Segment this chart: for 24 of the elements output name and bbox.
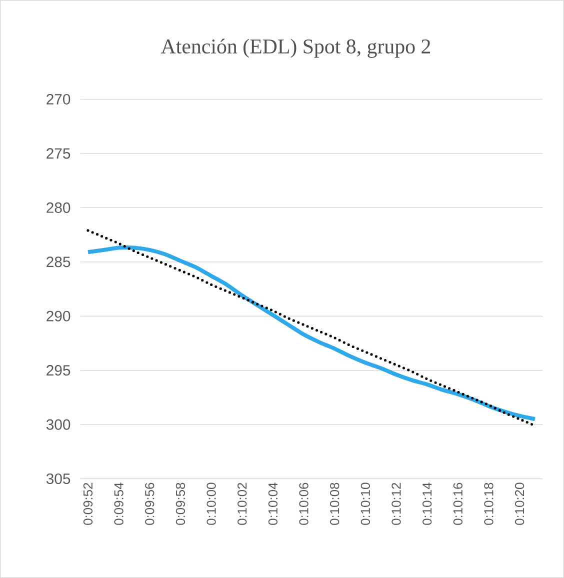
- x-tick-label: 0:10:08: [330, 482, 340, 525]
- y-tick-label: 280: [46, 202, 70, 213]
- y-tick-label: 295: [46, 365, 70, 376]
- y-tick-label: 270: [46, 94, 70, 105]
- y-tick-label: 305: [46, 473, 70, 484]
- y-tick-label: 300: [46, 419, 70, 430]
- x-tick-label: 0:09:54: [114, 482, 124, 525]
- x-tick-label: 0:10:20: [514, 482, 524, 525]
- y-tick-label: 290: [46, 310, 70, 322]
- x-tick-label: 0:10:10: [360, 482, 370, 525]
- x-tick-label: 0:10:16: [453, 482, 462, 525]
- x-tick-label: 0:10:00: [206, 482, 216, 525]
- x-tick-label: 0:09:58: [176, 482, 186, 525]
- x-tick-label: 0:10:04: [268, 482, 278, 525]
- y-tick-label: 275: [46, 148, 70, 159]
- x-tick-label: 0:10:02: [238, 482, 247, 525]
- x-tick-label: 0:09:56: [145, 482, 154, 525]
- x-tick-label: 0:09:52: [83, 482, 93, 525]
- x-tick-label: 0:10:06: [299, 482, 308, 525]
- y-tick-label: 285: [46, 256, 70, 268]
- chart-title: Atención (EDL) Spot 8, grupo 2: [160, 38, 430, 58]
- x-tick-label: 0:10:18: [484, 482, 494, 525]
- x-tick-label: 0:10:12: [392, 482, 401, 525]
- x-tick-label: 0:10:14: [422, 482, 432, 525]
